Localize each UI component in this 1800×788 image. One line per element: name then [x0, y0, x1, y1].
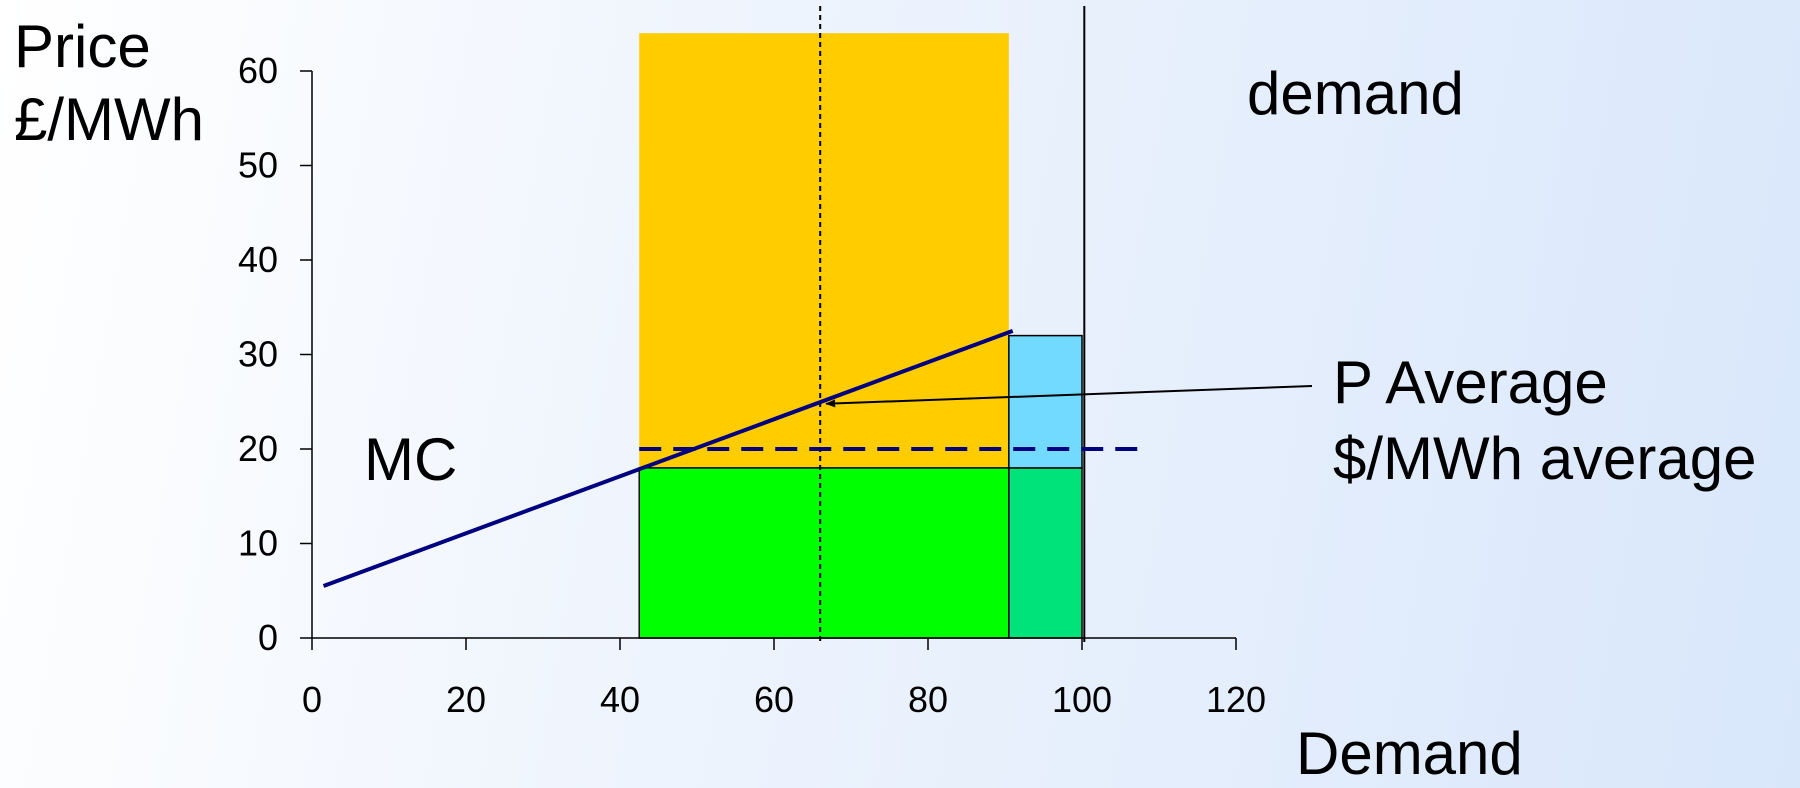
x-tick-label-0: 0: [302, 679, 322, 720]
area-block-2: [1008, 467, 1083, 639]
x-tick-label-80: 80: [908, 679, 948, 720]
area-block-3: [1008, 334, 1083, 469]
shaded-areas: [638, 33, 1083, 639]
y-tick-label-30: 30: [238, 334, 278, 375]
average-price-label: $/MWh average: [1333, 425, 1757, 492]
x-tick-label-120: 120: [1206, 679, 1266, 720]
x-tick-label-60: 60: [754, 679, 794, 720]
p-average-arrow: [825, 385, 1313, 408]
y-tick-label-0: 0: [258, 617, 278, 658]
p-average-label: P Average: [1333, 349, 1608, 416]
y-tick-label-50: 50: [238, 145, 278, 186]
mc-line: [322, 328, 1014, 588]
axes: 0 10 20 30 40 50 60 0 20 40 60 80 100 120: [238, 50, 1266, 720]
y-tick-label-10: 10: [238, 523, 278, 564]
x-tick-label-100: 100: [1052, 679, 1112, 720]
area-block-1: [638, 467, 1010, 639]
mc-label: MC: [364, 426, 457, 493]
area-block-0: [639, 33, 1009, 468]
series: [322, 328, 1313, 588]
y-tick-label-40: 40: [238, 239, 278, 280]
demand-label: demand: [1247, 60, 1464, 127]
y-tick-label-20: 20: [238, 428, 278, 469]
x-tick-label-40: 40: [600, 679, 640, 720]
reference-lines: [639, 6, 1144, 642]
x-tick-label-20: 20: [446, 679, 486, 720]
y-axis-label-line2: £/MWh: [14, 86, 204, 153]
y-axis-label-line1: Price: [14, 13, 151, 80]
y-tick-label-60: 60: [238, 50, 278, 91]
x-axis-label: Demand: [1296, 720, 1523, 787]
labels: Price £/MWh Demand MC demand P Average $…: [14, 13, 1757, 787]
